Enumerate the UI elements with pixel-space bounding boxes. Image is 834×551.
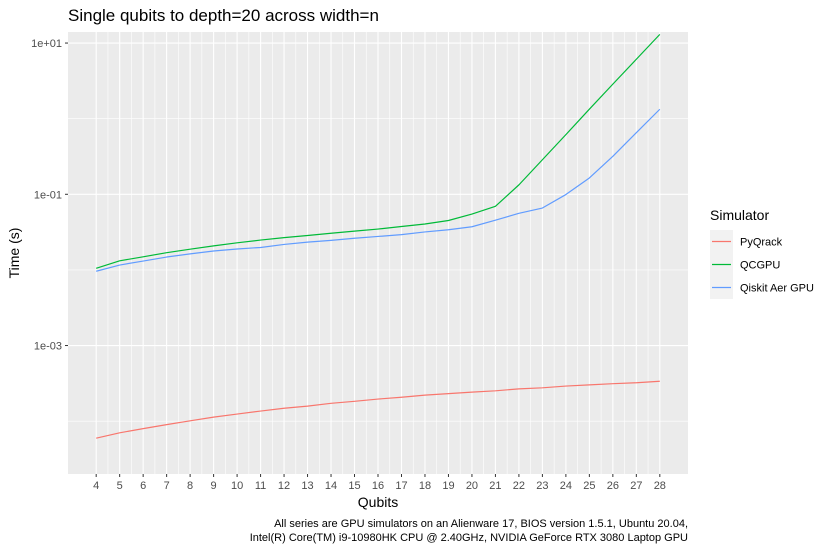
series-line-qiskit-aer-gpu <box>96 108 661 272</box>
x-tick-label: 9 <box>211 480 217 492</box>
x-tick-label: 7 <box>164 480 170 492</box>
y-axis-title: Time (s) <box>6 228 22 279</box>
x-tick-label: 8 <box>187 480 193 492</box>
x-tick-label: 6 <box>140 480 146 492</box>
legend-label-qcgpu: QCGPU <box>740 260 780 272</box>
x-axis-title: Qubits <box>358 494 398 510</box>
grid-minor <box>68 32 688 474</box>
x-tick-label: 15 <box>348 480 360 492</box>
y-tick-label: 1e-01 <box>34 189 62 201</box>
x-tick-label: 5 <box>117 480 123 492</box>
caption-line-2: Intel(R) Core(TM) i9-10980HK CPU @ 2.40G… <box>250 532 688 544</box>
x-tick-label: 27 <box>630 480 642 492</box>
x-axis: 4 5 6 7 8 9 10 11 12 13 14 15 16 17 18 19 20 21 22 23 24 25 26… <box>93 474 666 492</box>
legend: Simulator PyQrack QCGPU Qiskit Aer GPU <box>710 207 814 299</box>
y-tick-label: 1e-03 <box>34 341 62 353</box>
caption-line-1: All series are GPU simulators on an Alie… <box>274 518 688 530</box>
x-tick-label: 16 <box>372 480 384 492</box>
legend-label-pyqrack: PyQrack <box>740 237 783 249</box>
chart-title: Single qubits to depth=20 across width=n <box>68 6 379 25</box>
x-tick-label: 14 <box>325 480 337 492</box>
series-layer <box>95 33 661 439</box>
series-line-pyqrack <box>96 380 660 439</box>
x-tick-label: 12 <box>278 480 290 492</box>
x-tick-label: 19 <box>442 480 454 492</box>
x-tick-label: 26 <box>607 480 619 492</box>
x-tick-label: 18 <box>419 480 431 492</box>
x-tick-label: 23 <box>536 480 548 492</box>
x-tick-label: 13 <box>301 480 313 492</box>
x-tick-label: 25 <box>583 480 595 492</box>
x-tick-label: 10 <box>231 480 243 492</box>
x-tick-label: 20 <box>466 480 478 492</box>
y-tick-label: 1e+01 <box>31 38 62 50</box>
y-axis: 1e-03 1e-01 1e+01 <box>31 38 68 353</box>
grid-major <box>68 32 688 474</box>
x-tick-label: 28 <box>654 480 666 492</box>
legend-title: Simulator <box>710 207 769 223</box>
x-tick-label: 4 <box>93 480 99 492</box>
x-tick-label: 11 <box>255 480 266 492</box>
series-line-qcgpu <box>95 33 661 269</box>
x-tick-label: 17 <box>395 480 407 492</box>
x-tick-label: 24 <box>560 480 572 492</box>
x-tick-label: 22 <box>513 480 525 492</box>
x-tick-label: 21 <box>489 480 501 492</box>
legend-label-qiskit-aer-gpu: Qiskit Aer GPU <box>740 283 814 295</box>
